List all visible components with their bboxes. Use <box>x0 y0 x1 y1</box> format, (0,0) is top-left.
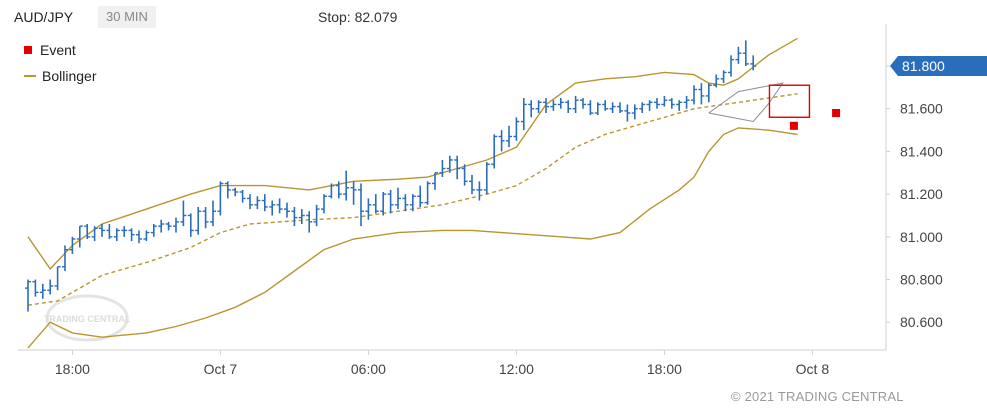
bollinger-lower-line <box>27 127 798 349</box>
legend-bollinger: Bollinger <box>24 68 96 84</box>
y-tick-label: 80.600 <box>900 314 943 330</box>
x-tick-label: 12:00 <box>499 361 534 377</box>
legend-event-label: Event <box>40 42 76 58</box>
copyright-text: © 2021 TRADING CENTRAL <box>731 389 904 404</box>
symbol-label: AUD/JPY <box>14 9 74 25</box>
event-marker <box>789 121 798 130</box>
last-price-label: 81.800 <box>902 58 945 74</box>
x-tick-label: Oct 8 <box>796 361 830 377</box>
legend-bollinger-label: Bollinger <box>42 68 97 84</box>
event-marker <box>832 109 841 117</box>
bollinger-swatch-icon <box>24 75 36 77</box>
stop-label: Stop: 82.079 <box>318 9 398 25</box>
x-tick-label: 18:00 <box>55 361 90 377</box>
bollinger-upper-line <box>27 37 798 271</box>
timeframe-badge[interactable]: 30 MIN <box>98 6 156 28</box>
event-swatch-icon <box>24 46 32 54</box>
watermark-text: TRADING CENTRAL <box>44 314 131 324</box>
y-tick-label: 81.000 <box>900 229 943 245</box>
x-tick-label: 18:00 <box>647 361 682 377</box>
y-tick-label: 81.600 <box>900 101 943 117</box>
channel-pattern <box>708 82 784 123</box>
y-tick-label: 81.400 <box>900 143 943 159</box>
event-box <box>768 84 811 118</box>
y-tick-label: 80.800 <box>900 272 943 288</box>
last-price-tag <box>890 56 987 77</box>
y-tick-label: 81.200 <box>900 186 943 202</box>
watermark-ring <box>45 294 129 342</box>
legend-event: Event <box>24 42 76 58</box>
x-tick-label: Oct 7 <box>204 361 238 377</box>
x-tick-label: 06:00 <box>351 361 386 377</box>
bollinger-middle-line <box>27 93 798 306</box>
